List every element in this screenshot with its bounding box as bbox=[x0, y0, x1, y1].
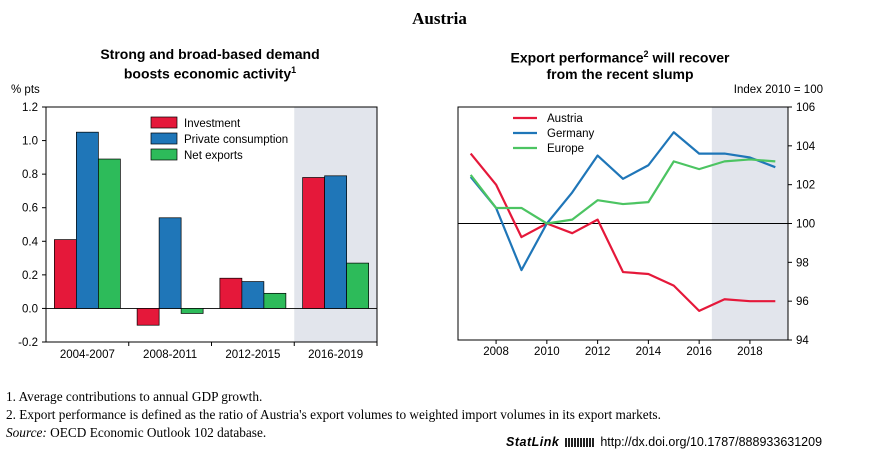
chart2-y-tick-label: 102 bbox=[796, 180, 815, 192]
chart1-x-tick-label: 2004-2007 bbox=[60, 349, 115, 361]
chart1-bar bbox=[158, 217, 182, 309]
chart2-title-line2: from the recent slump bbox=[546, 65, 694, 82]
chart1-legend-swatch bbox=[150, 116, 178, 129]
footnote-2: 2. Export performance is defined as the … bbox=[6, 407, 661, 422]
chart1-y-tick-label: 1.0 bbox=[22, 136, 38, 148]
chart2-y-tick-label: 106 bbox=[796, 102, 815, 114]
chart1-y-tick-label: 1.2 bbox=[22, 102, 38, 114]
chart1-bar bbox=[324, 175, 347, 309]
chart2-x-tick-label: 2016 bbox=[686, 346, 712, 358]
statlink: StatLink http://dx.doi.org/10.1787/888933… bbox=[506, 435, 822, 449]
chart2-series-line bbox=[469, 152, 776, 312]
chart1-bar bbox=[219, 277, 243, 309]
footnote-1: 1. Average contributions to annual GDP g… bbox=[6, 389, 263, 404]
chart1-title-line2: boosts economic activity bbox=[123, 65, 292, 82]
chart1-y-tick-label: 0.0 bbox=[22, 303, 38, 315]
source-text: OECD Economic Outlook 102 database. bbox=[46, 425, 267, 440]
chart2-y-tick-label: 104 bbox=[796, 141, 816, 153]
chart1-legend-swatch bbox=[150, 132, 178, 145]
chart1-unit-label: % pts bbox=[11, 84, 40, 96]
chart2-legend-label: Germany bbox=[547, 128, 595, 140]
chart1-x-tick-label: 2008-2011 bbox=[143, 349, 197, 361]
page-title: Austria bbox=[412, 9, 467, 28]
chart2-y-tick-label: 94 bbox=[796, 335, 809, 347]
chart2-legend-label: Europe bbox=[547, 143, 584, 155]
chart2-x-tick-label: 2010 bbox=[534, 346, 560, 358]
chart2-y-tick-label: 100 bbox=[796, 219, 815, 231]
chart1-bar bbox=[136, 308, 160, 326]
chart1-bar bbox=[263, 292, 287, 309]
chart2-legend-label: Austria bbox=[547, 113, 583, 125]
chart2-y-tick-label: 98 bbox=[796, 257, 809, 269]
chart1-y-tick-label: 0.6 bbox=[22, 203, 38, 215]
chart1-x-tick-label: 2012-2015 bbox=[225, 349, 280, 361]
chart1-legend-label: Private consumption bbox=[184, 134, 288, 146]
chart2-title-line1-rest: will recover bbox=[648, 49, 730, 66]
statlink-url[interactable]: http://dx.doi.org/10.1787/888933631209 bbox=[600, 435, 823, 449]
chart1-legend-label: Investment bbox=[184, 118, 241, 130]
chart1-y-tick-label: 0.2 bbox=[22, 270, 38, 282]
chart1-bar bbox=[180, 308, 204, 314]
chart1-bar bbox=[76, 131, 99, 309]
statlink-barcode-icon bbox=[565, 438, 596, 448]
source-line: Source: OECD Economic Outlook 102 databa… bbox=[6, 424, 661, 442]
chart1-bar bbox=[302, 177, 325, 309]
chart1-bar bbox=[98, 158, 121, 309]
chart2-unit-label: Index 2010 = 100 bbox=[733, 84, 823, 96]
chart1-title-footnote-mark: 1 bbox=[291, 65, 297, 75]
chart1-legend-label: Net exports bbox=[184, 150, 243, 162]
chart1-legend-swatch bbox=[150, 148, 178, 161]
source-label: Source: bbox=[6, 425, 47, 440]
chart1-y-tick-label: 0.4 bbox=[22, 236, 39, 248]
footnotes: 1. Average contributions to annual GDP g… bbox=[6, 388, 661, 442]
chart2-title-line1: Export performance bbox=[510, 49, 644, 66]
chart1-bar bbox=[346, 262, 369, 309]
chart1-y-tick-label: -0.2 bbox=[18, 337, 38, 349]
chart1-x-tick-label: 2016-2019 bbox=[308, 349, 363, 361]
chart1-title-line1: Strong and broad-based demand bbox=[100, 46, 320, 62]
chart2-title-footnote-mark: 2 bbox=[643, 49, 649, 59]
chart2-y-tick-label: 96 bbox=[796, 296, 809, 308]
chart1-bar bbox=[241, 281, 265, 309]
chart2-x-tick-label: 2014 bbox=[636, 346, 662, 358]
chart1-title: Strong and broad-based demand boosts eco… bbox=[40, 46, 380, 82]
chart2-series-line bbox=[469, 158, 776, 225]
chart2-series-line bbox=[469, 131, 776, 272]
chart2-x-tick-label: 2008 bbox=[483, 346, 509, 358]
statlink-brand: StatLink bbox=[506, 435, 560, 449]
charts-canvas: -0.2 0.0 0.2 0.4 0.6 0.8 1.0 1.2 2004-2007 2008-2… bbox=[18, 102, 816, 361]
chart1-y-tick-label: 0.8 bbox=[22, 169, 38, 181]
chart2-x-tick-label: 2018 bbox=[737, 346, 763, 358]
chart1-bar bbox=[54, 239, 77, 309]
chart2-title: Export performance2 will recover from th… bbox=[450, 46, 790, 82]
chart2-x-tick-label: 2012 bbox=[585, 346, 611, 358]
